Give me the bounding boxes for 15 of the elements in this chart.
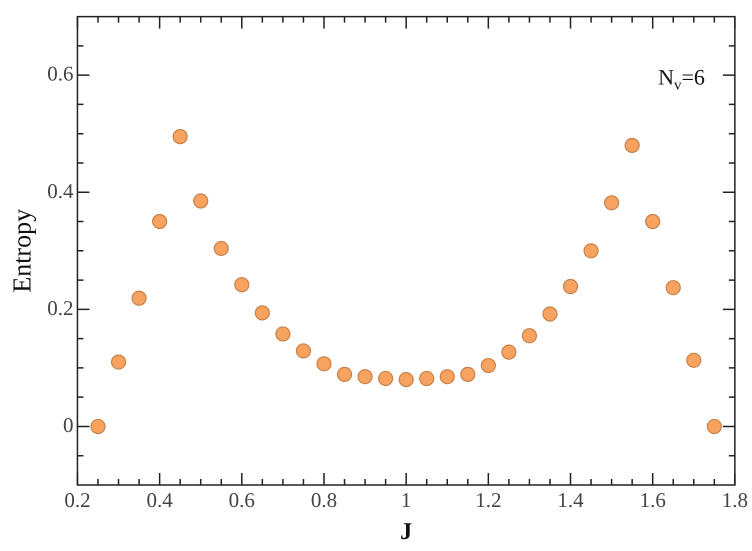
x-tick-label: 1.2: [475, 488, 502, 512]
x-tick-label: 0.6: [228, 488, 255, 512]
y-tick-label: 0: [62, 412, 74, 437]
x-tick-label: 1.4: [557, 488, 584, 512]
x-tick-label: 0.4: [146, 488, 174, 512]
x-tick-label: 1: [400, 488, 412, 512]
x-tick-label: 0.8: [310, 488, 338, 512]
x-tick-label: 0.2: [64, 488, 91, 512]
y-tick-label: 0.4: [47, 178, 74, 203]
y-tick-label: 0.2: [47, 296, 74, 320]
y-tick-label: 0.6: [47, 62, 74, 86]
x-axis-title: J: [400, 518, 412, 545]
x-tick-label: 1.6: [640, 488, 666, 512]
y-axis-title: Entropy: [7, 208, 36, 293]
x-tick-label: 1.8: [722, 488, 748, 512]
